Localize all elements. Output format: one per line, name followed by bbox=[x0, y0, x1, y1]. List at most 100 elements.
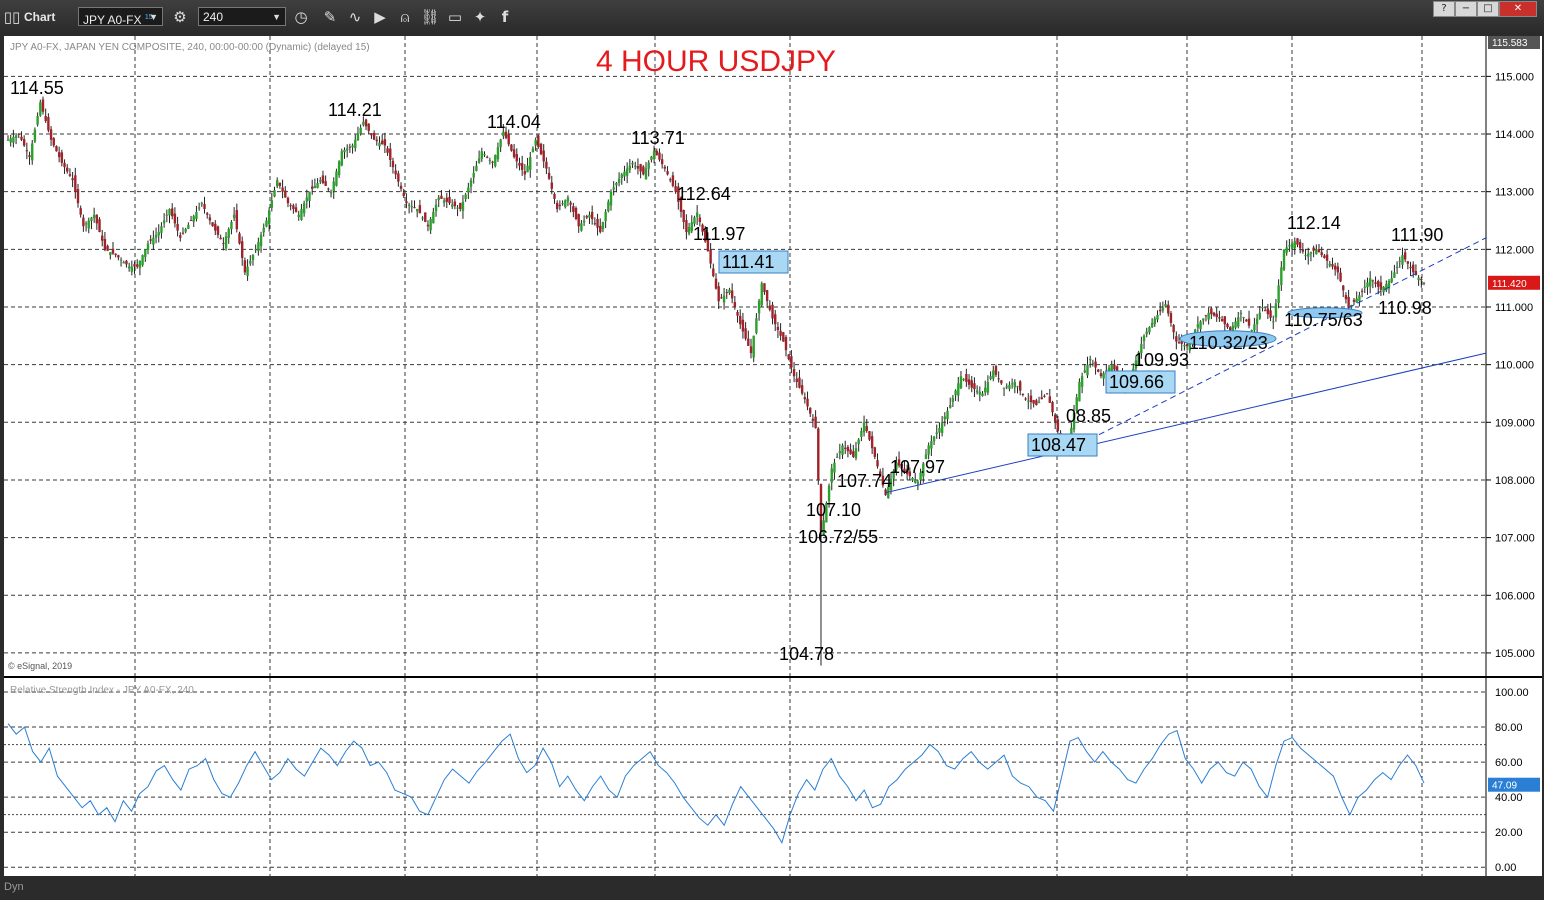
candle bbox=[908, 467, 912, 481]
candle bbox=[22, 135, 26, 147]
candle bbox=[92, 207, 96, 223]
candle-body bbox=[499, 139, 502, 148]
candle-body bbox=[531, 148, 535, 153]
candle-body bbox=[811, 418, 815, 421]
candle-body bbox=[421, 217, 424, 219]
candle bbox=[475, 160, 478, 172]
candle bbox=[1382, 286, 1385, 296]
candle-body bbox=[165, 214, 169, 216]
candle-body bbox=[405, 201, 408, 204]
pencil-draw-icon[interactable]: ✎ bbox=[323, 8, 337, 26]
alert-icon[interactable]: ⍝ bbox=[400, 8, 410, 26]
candle bbox=[383, 132, 387, 154]
candle bbox=[144, 249, 147, 262]
link-icon[interactable]: ⛓ bbox=[420, 8, 440, 26]
candle bbox=[418, 199, 422, 214]
help-button[interactable]: ? bbox=[1433, 1, 1455, 17]
clock-icon[interactable]: ◷ bbox=[294, 8, 308, 26]
candle-body bbox=[146, 243, 150, 250]
candle bbox=[763, 283, 766, 295]
rsi-axis bbox=[1486, 678, 1542, 876]
candle-body bbox=[701, 224, 704, 232]
candle-body bbox=[733, 302, 737, 307]
candle-body bbox=[230, 221, 233, 230]
candle-body bbox=[1164, 304, 1167, 307]
candle-body bbox=[652, 150, 656, 159]
facebook-icon[interactable]: f bbox=[501, 8, 509, 26]
dynamic-tab-label[interactable]: Dyn bbox=[4, 881, 24, 893]
candle bbox=[1328, 260, 1331, 268]
candle-body bbox=[876, 460, 879, 467]
chart-canvas[interactable]: 115.000 114.000 113.000 112.000 111.000 110.0… bbox=[0, 34, 1544, 878]
candle-body bbox=[1379, 282, 1383, 290]
candle bbox=[1051, 400, 1054, 417]
candle bbox=[1239, 309, 1243, 322]
chevron-down-icon[interactable]: ▼ bbox=[149, 12, 158, 22]
candle-body bbox=[951, 397, 955, 402]
candle bbox=[17, 133, 20, 139]
candle bbox=[1406, 260, 1410, 270]
candle-body bbox=[197, 207, 201, 209]
drawing-tools-icon[interactable]: ∿ bbox=[348, 8, 362, 26]
price-annotation: 110.32/23 bbox=[1189, 333, 1268, 353]
maximize-button[interactable]: □ bbox=[1477, 1, 1499, 17]
candle-body bbox=[555, 202, 559, 209]
chart-window-icon[interactable]: ▯▯ bbox=[3, 8, 21, 26]
play-icon[interactable]: ▶ bbox=[374, 8, 386, 26]
candle-body bbox=[1301, 249, 1305, 252]
candle-body bbox=[1027, 400, 1030, 402]
candle bbox=[9, 134, 12, 147]
candle bbox=[327, 187, 330, 192]
candle-body bbox=[1255, 318, 1259, 325]
minimize-button[interactable]: − bbox=[1455, 1, 1477, 17]
candle bbox=[348, 143, 352, 153]
candle bbox=[674, 180, 677, 194]
candle-body bbox=[714, 278, 718, 289]
comment-icon[interactable]: ▭ bbox=[447, 8, 463, 26]
candle bbox=[607, 199, 610, 213]
candle bbox=[179, 232, 182, 242]
candle bbox=[1417, 275, 1420, 286]
settings-gear-icon[interactable]: ⚙ bbox=[173, 8, 187, 26]
rsi-tick-label: 40.00 bbox=[1495, 792, 1523, 804]
candle-body bbox=[590, 212, 594, 220]
candle-body bbox=[722, 295, 726, 303]
candle-body bbox=[1296, 238, 1299, 245]
candle-body bbox=[219, 237, 222, 240]
candle bbox=[844, 440, 847, 455]
candle-body bbox=[1180, 340, 1183, 344]
candle-body bbox=[157, 232, 160, 236]
candle-body bbox=[1261, 306, 1264, 309]
candle bbox=[421, 216, 424, 221]
candle bbox=[822, 512, 825, 536]
interval-input[interactable]: 240 ▼ bbox=[198, 7, 286, 26]
top-price-label: 115.583 bbox=[1492, 38, 1528, 49]
candle bbox=[1053, 413, 1057, 430]
candle bbox=[889, 471, 893, 495]
chevron-down-icon[interactable]: ▼ bbox=[272, 12, 281, 22]
candle bbox=[572, 202, 575, 218]
symbol-input[interactable]: JPY A0-FX 15 ▼ bbox=[78, 7, 163, 27]
price-annotation: 111.90 bbox=[1391, 225, 1443, 245]
candle-body bbox=[1237, 317, 1240, 327]
candle-body bbox=[92, 214, 96, 219]
candle-body bbox=[572, 206, 575, 212]
candle bbox=[663, 164, 667, 172]
candle bbox=[1086, 356, 1089, 379]
close-button[interactable]: ✕ bbox=[1499, 1, 1537, 17]
candle-body bbox=[975, 390, 979, 393]
candle bbox=[1008, 381, 1011, 392]
candle-body bbox=[162, 220, 166, 224]
candle-body bbox=[765, 290, 769, 301]
candle bbox=[555, 200, 559, 213]
candle bbox=[71, 172, 74, 188]
candle bbox=[1280, 261, 1283, 291]
twitter-icon[interactable]: ✦ bbox=[473, 8, 487, 26]
candle-body bbox=[491, 161, 494, 163]
candle bbox=[1013, 379, 1017, 394]
candle bbox=[1293, 237, 1296, 255]
candle-body bbox=[160, 226, 163, 233]
candle bbox=[184, 227, 187, 234]
candle-body bbox=[127, 266, 131, 269]
candle-body bbox=[779, 330, 782, 336]
